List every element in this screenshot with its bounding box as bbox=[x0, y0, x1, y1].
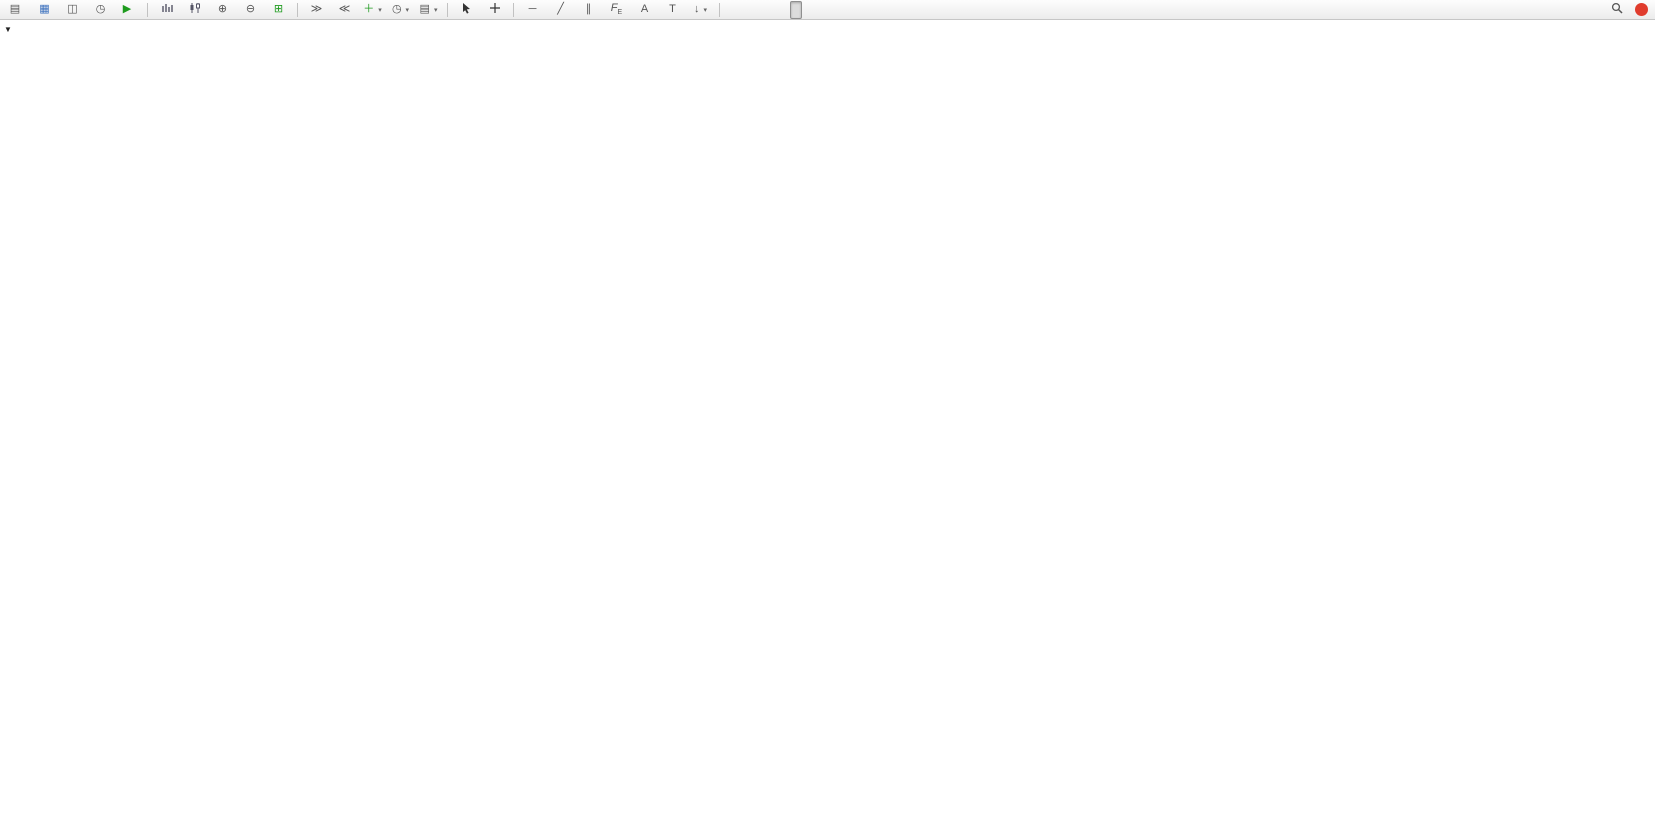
search-button[interactable] bbox=[1603, 0, 1630, 19]
tf-d1[interactable] bbox=[803, 1, 815, 19]
chart-window-icon: ▦ bbox=[39, 3, 50, 15]
auto-trading-button[interactable]: ▶ bbox=[115, 0, 142, 19]
channel-button[interactable]: ∥ bbox=[575, 0, 602, 19]
arrow-object-icon: ↓ bbox=[693, 3, 700, 15]
crosshair-icon bbox=[489, 2, 501, 17]
toolbar-separator bbox=[513, 2, 514, 17]
toolbar-separator bbox=[147, 2, 148, 17]
fibonacci-button[interactable]: FE bbox=[603, 0, 630, 19]
tf-h4[interactable] bbox=[790, 0, 802, 19]
crosshair-button[interactable] bbox=[481, 0, 508, 19]
chart-shift-button[interactable]: ≪ bbox=[331, 0, 358, 19]
cursor-icon bbox=[461, 2, 472, 17]
profiles-icon: ◫ bbox=[67, 3, 78, 15]
fibonacci-icon: FE bbox=[610, 1, 623, 17]
candlestick-chart-button[interactable] bbox=[181, 0, 208, 19]
tf-m5[interactable] bbox=[738, 1, 750, 19]
tf-m1[interactable] bbox=[725, 1, 737, 19]
trendline-icon: ╱ bbox=[557, 3, 564, 15]
chevron-down-icon: ▾ bbox=[405, 6, 410, 14]
play-icon: ▶ bbox=[122, 3, 132, 15]
chevron-down-icon: ▾ bbox=[378, 6, 382, 14]
zoom-out-icon: ⊖ bbox=[245, 3, 256, 15]
new-order-button[interactable]: ▤ bbox=[3, 0, 30, 19]
toolbar-separator bbox=[719, 2, 720, 17]
text-icon: A bbox=[640, 3, 649, 15]
cursor-button[interactable] bbox=[453, 0, 480, 19]
rsi-indicator-label bbox=[6, 663, 11, 675]
label-icon: T bbox=[669, 3, 676, 15]
alerts-button[interactable]: ◷ bbox=[87, 0, 114, 19]
channel-icon: ∥ bbox=[585, 3, 592, 15]
chevron-down-icon: ▾ bbox=[703, 6, 707, 14]
trendline-button[interactable]: ╱ bbox=[547, 0, 574, 19]
horizontal-line-button[interactable]: ─ bbox=[519, 0, 546, 19]
candlestick-icon bbox=[189, 2, 201, 17]
toolbar-separator bbox=[447, 2, 448, 17]
search-icon bbox=[1611, 2, 1623, 17]
indicators-button[interactable]: ＋ ▾ bbox=[359, 0, 386, 19]
zoom-in-button[interactable]: ⊕ bbox=[209, 0, 236, 19]
add-indicator-icon: ＋ bbox=[363, 3, 375, 15]
horizontal-line-icon: ─ bbox=[528, 3, 537, 15]
toolbar-separator bbox=[297, 2, 298, 17]
macd-indicator-label bbox=[6, 569, 16, 581]
tile-windows-button[interactable]: ⊞ bbox=[265, 0, 292, 19]
tile-windows-icon: ⊞ bbox=[273, 3, 284, 15]
templates-button[interactable]: ▤ ▾ bbox=[415, 0, 442, 19]
tf-mn[interactable] bbox=[829, 1, 841, 19]
clock-icon: ◷ bbox=[95, 3, 106, 15]
text-button[interactable]: A bbox=[631, 0, 658, 19]
tf-h1[interactable] bbox=[777, 1, 789, 19]
chevron-down-icon: ▾ bbox=[433, 6, 438, 14]
chart-title: ▼ bbox=[4, 23, 18, 35]
chart-shift-icon: ≪ bbox=[338, 3, 351, 15]
periods-button[interactable]: ◷ ▾ bbox=[387, 0, 414, 19]
template-icon: ▤ bbox=[419, 3, 430, 15]
charts-window-button[interactable]: ▦ bbox=[31, 0, 58, 19]
text-label-button[interactable]: T bbox=[659, 0, 686, 19]
auto-scroll-icon: ≫ bbox=[310, 3, 323, 15]
zoom-in-icon: ⊕ bbox=[217, 3, 228, 15]
periods-icon: ◷ bbox=[391, 3, 402, 15]
profiles-button[interactable]: ◫ bbox=[59, 0, 86, 19]
notification-badge[interactable] bbox=[1635, 3, 1648, 16]
zoom-out-button[interactable]: ⊖ bbox=[237, 0, 264, 19]
main-toolbar: ▤ ▦ ◫ ◷ ▶ ⊕ ⊖ ⊞ ≫ ≪ ＋ ▾ ◷ ▾ ▤ ▾ ─ ╱ ∥ FE bbox=[0, 0, 1655, 20]
tf-m30[interactable] bbox=[764, 1, 776, 19]
collapse-triangle-icon[interactable]: ▼ bbox=[4, 25, 12, 34]
auto-scroll-button[interactable]: ≫ bbox=[303, 0, 330, 19]
tf-m15[interactable] bbox=[751, 1, 763, 19]
arrows-button[interactable]: ↓ ▾ bbox=[687, 0, 714, 19]
bar-chart-icon bbox=[161, 2, 173, 17]
new-order-icon: ▤ bbox=[9, 3, 21, 15]
tf-w1[interactable] bbox=[816, 1, 828, 19]
bar-chart-button[interactable] bbox=[153, 0, 180, 19]
